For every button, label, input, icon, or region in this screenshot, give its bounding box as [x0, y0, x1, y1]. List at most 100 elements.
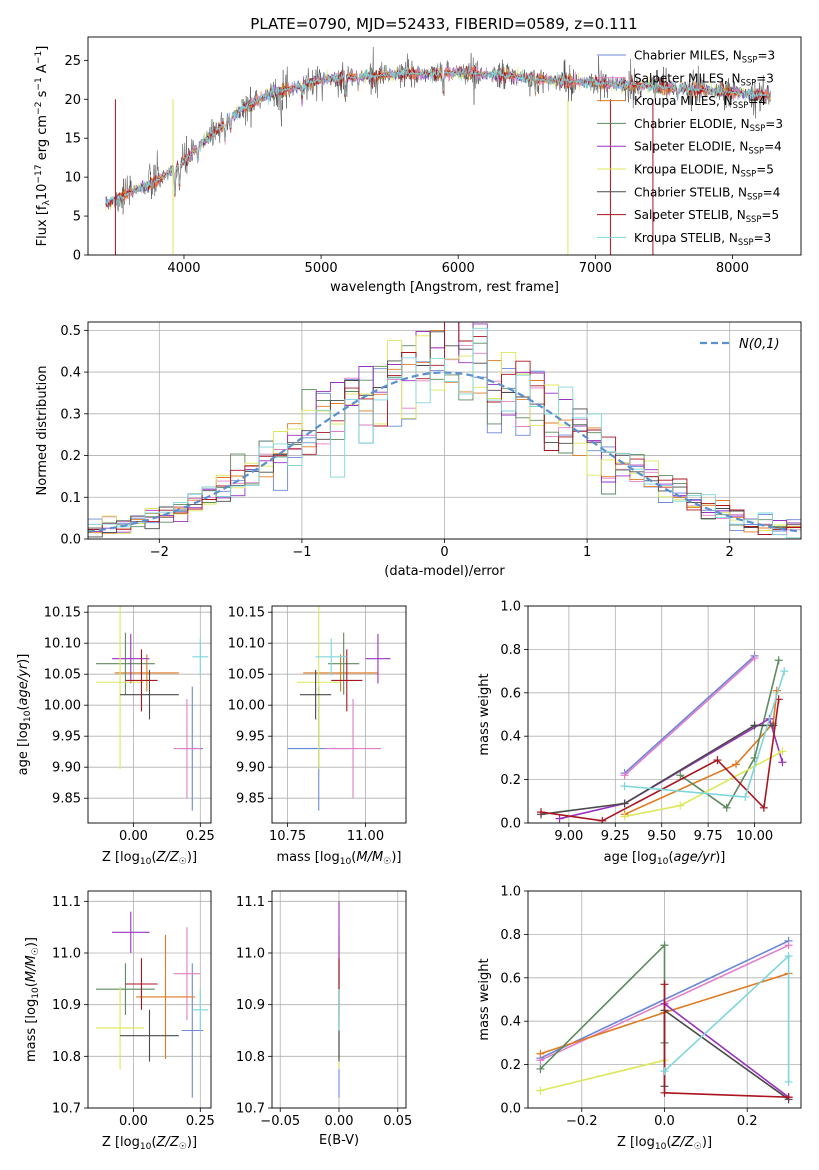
weight-marker [784, 1077, 793, 1086]
legend-entry: Kroupa STELIB, NSSP=3 [634, 231, 771, 247]
weight-marker [676, 771, 685, 780]
x-axis-label: wavelength [Angstrom, rest frame] [330, 280, 559, 295]
y-tick-label: 10.10 [228, 637, 265, 652]
legend-entry: Kroupa ELODIE, NSSP=5 [634, 163, 774, 179]
label-part: Z [log [102, 1135, 140, 1150]
label-part: 10 [35, 184, 50, 201]
legend: N(0,1) [700, 337, 780, 352]
label-part: ( [16, 705, 31, 710]
y-tick-label: 0.0 [500, 817, 521, 832]
y-tick-label: 0.2 [500, 773, 521, 788]
plot-area [287, 606, 391, 811]
axes-frame [271, 605, 407, 824]
label-part: =3 [754, 231, 772, 245]
label-part: SSP [738, 237, 754, 247]
x-tick-label: 9.00 [554, 829, 583, 844]
label-part: −1 [34, 51, 44, 64]
x-axis-label: Z [log10(Z/Z☉)] [102, 850, 197, 867]
label-part: age/yr [674, 850, 717, 865]
x-axis-label: E(B-V) [319, 1133, 359, 1148]
y-axis-label: mass weight [477, 958, 492, 1040]
label-part: λ [42, 200, 52, 206]
weight-marker [732, 760, 740, 769]
plot-area [96, 606, 209, 811]
x-tick-label: 0.05 [383, 1114, 412, 1129]
label-part: age/yr [16, 662, 31, 705]
plot-area [537, 651, 789, 823]
y-tick-label: 0.2 [500, 1058, 521, 1073]
label-part: ] [35, 46, 50, 51]
label-part: Chabrier STELIB, N [634, 185, 747, 199]
weight-line [540, 724, 774, 816]
label-part: )] [702, 1135, 712, 1150]
legend-entry: Chabrier ELODIE, NSSP=3 [634, 117, 783, 133]
weight-marker [620, 812, 629, 821]
weight-marker [536, 1086, 545, 1095]
label-part: E(B-V) [319, 1133, 359, 1148]
weight-marker [750, 654, 759, 663]
label-part: mass [log [277, 850, 340, 865]
axes-frame [87, 605, 212, 824]
y-tick-label: 10.7 [236, 1102, 265, 1117]
y-tick-label: 5 [73, 210, 81, 225]
chart-mass-vs-EBV: −0.05 0.00 0.05 10.7 10.8 10.9 11.0 11.1 E(B-V) [236, 890, 412, 1148]
weight-marker [620, 799, 629, 808]
x-tick-label: 9.50 [647, 829, 676, 844]
label-part: −1 [34, 77, 44, 90]
y-tick-label: 0.6 [500, 971, 521, 986]
label-part: SSP [747, 191, 763, 201]
y-tick-label: 10.05 [228, 668, 265, 683]
label-part: Salpeter ELODIE, N [634, 140, 748, 154]
y-tick-label: 0.4 [500, 730, 521, 745]
axes-frame [527, 605, 802, 824]
weight-line [540, 1059, 665, 1092]
x-tick-label: 6000 [442, 261, 475, 276]
weight-line [624, 655, 756, 774]
label-part: 10 [140, 857, 152, 867]
label-part: 10 [23, 710, 33, 722]
label-part: Kroupa ELODIE, N [634, 163, 741, 177]
weight-marker [660, 1067, 669, 1076]
label-part: (data-model)/error [384, 564, 505, 579]
label-part: −2 [34, 102, 44, 115]
label-part: ( [351, 850, 356, 865]
chart-spectrum: 4000 5000 6000 7000 8000 0 5 10 15 20 25 wavelength… [34, 36, 802, 295]
weight-line [663, 984, 789, 1098]
label-part: =4 [764, 140, 782, 154]
legend-entry: Salpeter MILES, NSSP=3 [634, 71, 774, 87]
label-part: A [35, 64, 50, 77]
x-tick-label: 0.25 [186, 829, 215, 844]
label-part: )] [187, 850, 197, 865]
label-part: Normed distribution [35, 366, 50, 496]
y-tick-label: 11.1 [52, 895, 81, 910]
label-part: =3 [757, 49, 775, 63]
label-part: M/M [24, 955, 39, 982]
y-tick-label: 10.05 [44, 668, 81, 683]
weight-marker [536, 1049, 545, 1058]
y-tick-label: 10.15 [44, 606, 81, 621]
weight-line [540, 699, 780, 822]
weight-marker [784, 952, 793, 961]
weight-marker [784, 1093, 793, 1102]
x-tick-label: 0 [440, 545, 448, 560]
label-part: )] [187, 1135, 197, 1150]
label-part: Kroupa MILES, N [634, 94, 733, 108]
y-tick-label: 11.1 [236, 895, 265, 910]
x-tick-label: 9.75 [694, 829, 723, 844]
axes-frame [87, 36, 802, 256]
y-tick-label: 0.5 [60, 324, 81, 339]
y-tick-label: 0.4 [500, 1015, 521, 1030]
x-axis-label: Z [log10(Z/Z☉)] [102, 1135, 197, 1152]
legend-entry: Salpeter ELODIE, NSSP=4 [634, 140, 782, 156]
x-tick-label: 4000 [167, 261, 200, 276]
label-part: 10 [655, 1142, 667, 1152]
histogram-step [88, 327, 801, 539]
axes-frame [527, 890, 802, 1109]
y-tick-label: 0.4 [60, 366, 81, 381]
weight-marker [660, 980, 669, 989]
label-part: ☉ [179, 1142, 187, 1152]
y-tick-label: 1.0 [500, 885, 521, 900]
label-part: =5 [756, 163, 774, 177]
